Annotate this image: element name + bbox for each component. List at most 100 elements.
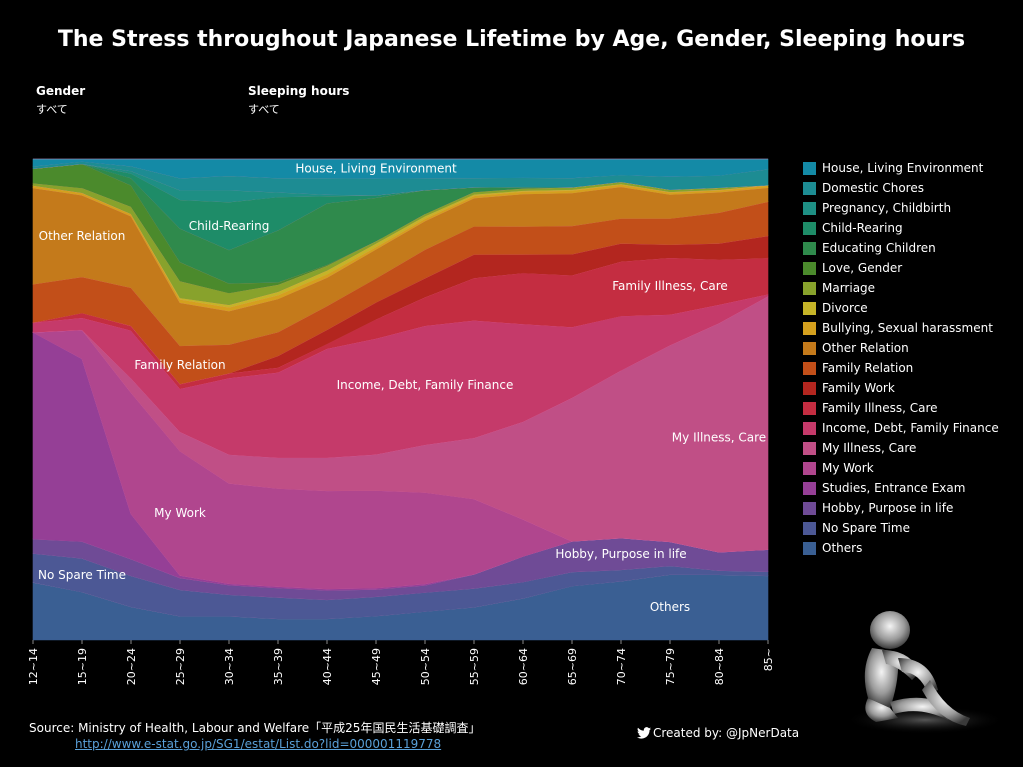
legend-label: Family Relation — [822, 361, 914, 375]
legend-item[interactable]: My Work — [803, 458, 999, 478]
area-label: Family Relation — [134, 358, 225, 372]
legend-swatch — [803, 241, 816, 255]
credit-text: Created by: @JpNerData — [653, 726, 800, 740]
legend-item[interactable]: Educating Children — [803, 238, 999, 258]
legend-item[interactable]: Studies, Entrance Exam — [803, 478, 999, 498]
legend-swatch — [803, 341, 816, 355]
legend-item[interactable]: My Illness, Care — [803, 438, 999, 458]
area-label: Other Relation — [39, 229, 126, 243]
area-label: My Illness, Care — [672, 431, 766, 445]
legend-label: Other Relation — [822, 341, 909, 355]
legend-label: Love, Gender — [822, 261, 903, 275]
legend-label: My Work — [822, 461, 874, 475]
legend-label: Others — [822, 541, 863, 555]
legend: House, Living Environment Domestic Chores… — [803, 158, 999, 558]
gender-filter-value[interactable]: すべて — [36, 103, 68, 116]
x-tick-label: 15~19 — [76, 648, 89, 685]
legend-swatch — [803, 361, 816, 375]
area-layer[interactable] — [31, 158, 769, 641]
legend-item[interactable]: House, Living Environment — [803, 158, 999, 178]
legend-item[interactable]: Love, Gender — [803, 258, 999, 278]
stacked-area-chart[interactable]: Others No Spare Time Hobby, Purpose in lif… — [0, 0, 790, 700]
legend-item[interactable]: Others — [803, 538, 999, 558]
legend-label: Educating Children — [822, 241, 936, 255]
area-label: My Work — [154, 506, 206, 520]
legend-swatch — [803, 501, 816, 515]
legend-swatch — [803, 321, 816, 335]
gender-filter-label: Gender — [36, 84, 86, 98]
x-axis-ticks: 12~14 15~19 20~24 25~29 30~34 35~39 40~44 45~49… — [27, 640, 775, 685]
x-tick-label: 45~49 — [370, 648, 383, 685]
legend-label: Bullying, Sexual harassment — [822, 321, 993, 335]
legend-item[interactable]: Domestic Chores — [803, 178, 999, 198]
sitting-mannequin-figure — [845, 611, 1005, 734]
legend-swatch — [803, 181, 816, 195]
x-tick-label: 60~64 — [517, 648, 530, 685]
credit[interactable]: Created by: @JpNerData — [637, 726, 799, 740]
legend-label: House, Living Environment — [822, 161, 984, 175]
legend-item[interactable]: Child-Rearing — [803, 218, 999, 238]
legend-label: Income, Debt, Family Finance — [822, 421, 999, 435]
source-link[interactable]: http://www.e-stat.go.jp/SG1/estat/List.d… — [75, 737, 442, 751]
legend-label: Hobby, Purpose in life — [822, 501, 954, 515]
area-label: House, Living Environment — [295, 162, 457, 176]
legend-swatch — [803, 301, 816, 315]
legend-swatch — [803, 161, 816, 175]
legend-item[interactable]: Pregnancy, Childbirth — [803, 198, 999, 218]
legend-label: Child-Rearing — [822, 221, 903, 235]
area-label: Income, Debt, Family Finance — [337, 378, 514, 392]
legend-label: Domestic Chores — [822, 181, 924, 195]
legend-swatch — [803, 421, 816, 435]
sleeping-hours-filter-label: Sleeping hours — [248, 84, 350, 98]
twitter-bird-icon — [637, 727, 651, 739]
sleeping-hours-filter-value[interactable]: すべて — [248, 103, 280, 116]
legend-swatch — [803, 541, 816, 555]
legend-item[interactable]: Divorce — [803, 298, 999, 318]
x-tick-label: 65~69 — [566, 648, 579, 685]
x-tick-label: 55~59 — [468, 648, 481, 685]
x-tick-label: 80~84 — [713, 648, 726, 685]
legend-swatch — [803, 481, 816, 495]
legend-label: Family Illness, Care — [822, 401, 938, 415]
legend-item[interactable]: Family Illness, Care — [803, 398, 999, 418]
legend-swatch — [803, 401, 816, 415]
legend-swatch — [803, 441, 816, 455]
area-label: Others — [650, 600, 690, 614]
x-tick-label: 70~74 — [615, 648, 628, 685]
legend-item[interactable]: No Spare Time — [803, 518, 999, 538]
legend-item[interactable]: Family Relation — [803, 358, 999, 378]
legend-swatch — [803, 261, 816, 275]
x-tick-label: 20~24 — [125, 648, 138, 685]
x-tick-label: 12~14 — [27, 648, 40, 685]
legend-item[interactable]: Family Work — [803, 378, 999, 398]
sleeping-hours-filter[interactable]: Sleeping hours すべて — [248, 84, 349, 117]
x-tick-label: 50~54 — [419, 648, 432, 685]
legend-label: Pregnancy, Childbirth — [822, 201, 952, 215]
legend-label: My Illness, Care — [822, 441, 917, 455]
legend-swatch — [803, 461, 816, 475]
x-tick-label: 75~79 — [664, 648, 677, 685]
x-tick-label: 30~34 — [223, 648, 236, 685]
legend-swatch — [803, 281, 816, 295]
legend-item[interactable]: Income, Debt, Family Finance — [803, 418, 999, 438]
legend-swatch — [803, 381, 816, 395]
area-label: Family Illness, Care — [612, 279, 728, 293]
legend-label: No Spare Time — [822, 521, 910, 535]
gender-filter[interactable]: Gender すべて — [36, 84, 85, 117]
x-tick-label: 40~44 — [321, 648, 334, 685]
area-label: No Spare Time — [38, 568, 126, 582]
legend-item[interactable]: Hobby, Purpose in life — [803, 498, 999, 518]
legend-swatch — [803, 221, 816, 235]
legend-item[interactable]: Bullying, Sexual harassment — [803, 318, 999, 338]
legend-swatch — [803, 201, 816, 215]
x-tick-label: 25~29 — [174, 648, 187, 685]
legend-label: Marriage — [822, 281, 876, 295]
chart-title: The Stress throughout Japanese Lifetime … — [57, 27, 966, 52]
legend-label: Divorce — [822, 301, 868, 315]
area-label-layer: Others No Spare Time Hobby, Purpose in lif… — [38, 162, 766, 615]
area-label: Hobby, Purpose in life — [555, 547, 686, 561]
legend-item[interactable]: Marriage — [803, 278, 999, 298]
legend-item[interactable]: Other Relation — [803, 338, 999, 358]
source-text: Source: Ministry of Health, Labour and W… — [29, 721, 481, 735]
area-label: Child-Rearing — [189, 219, 270, 233]
